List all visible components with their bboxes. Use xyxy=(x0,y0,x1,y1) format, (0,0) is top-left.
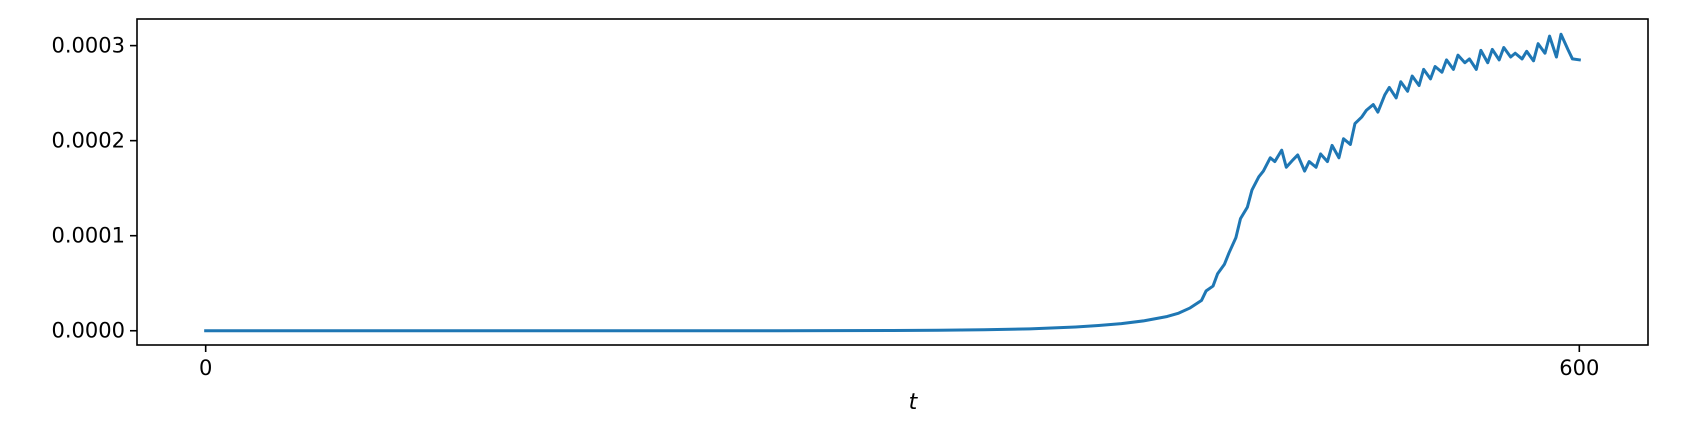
x-axis-label: t xyxy=(909,390,919,415)
series-layer xyxy=(204,32,1582,333)
y-tick-label: 0.0000 xyxy=(52,319,125,343)
x-tick-label: 600 xyxy=(1559,356,1599,380)
y-tick-label: 0.0001 xyxy=(52,224,125,248)
y-tick-label: 0.0003 xyxy=(52,34,125,58)
x-axis-ticks: 0 600 xyxy=(199,345,1599,380)
series-line-0 xyxy=(204,32,1582,333)
y-tick-label: 0.0002 xyxy=(52,129,125,153)
plot-frame xyxy=(136,18,1649,346)
plot-area xyxy=(137,19,1648,345)
y-axis-ticks: 0.0000 0.0001 0.0002 0.0003 xyxy=(52,34,137,343)
x-tick-label: 0 xyxy=(199,356,212,380)
